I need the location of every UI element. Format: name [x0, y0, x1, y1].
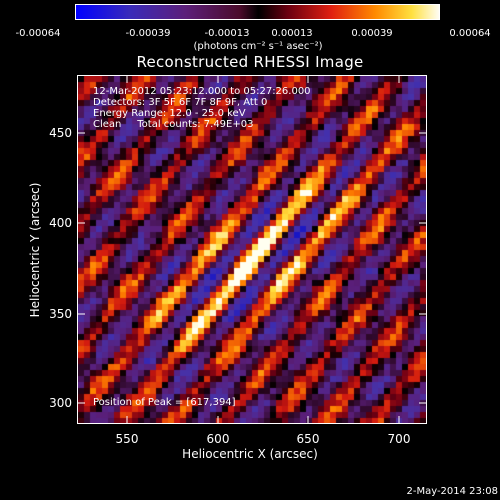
- y-tick-label: 400: [49, 216, 72, 230]
- energy-range-label: Energy Range: 12.0 - 25.0 keV: [93, 108, 246, 119]
- timestamp: 2-May-2014 23:08: [406, 486, 498, 497]
- x-tick-label: 650: [296, 432, 320, 446]
- colorbar-tick-label: 0.00013: [271, 28, 313, 39]
- x-axis-title: Heliocentric X (arcsec): [182, 447, 318, 461]
- colorbar-tick-label: -0.00039: [125, 28, 171, 39]
- peak-position-label: Position of Peak = [617,394]: [93, 397, 236, 408]
- x-tick-label: 700: [387, 432, 411, 446]
- x-tick-label: 550: [115, 432, 139, 446]
- reconstructed-image: [77, 75, 427, 424]
- time-range-label: 12-Mar-2012 05:23:12.000 to 05:27:26.000: [93, 86, 311, 97]
- y-axis-title: Heliocentric Y (arcsec): [28, 182, 42, 318]
- y-tick-label: 350: [49, 307, 72, 321]
- y-tick-label: 300: [49, 396, 72, 410]
- colorbar-units: (photons cm⁻² s⁻¹ asec⁻²): [193, 41, 323, 52]
- clean-counts-label: Clean Total counts: 7.49E+03: [93, 119, 254, 130]
- colorbar-tick-label: -0.00064: [15, 28, 61, 39]
- plot-title: Reconstructed RHESSI Image: [136, 53, 364, 71]
- image-heatmap: [78, 76, 426, 423]
- colorbar-tick-label: -0.00013: [204, 28, 250, 39]
- image-annotations: 12-Mar-2012 05:23:12.000 to 05:27:26.000…: [93, 86, 311, 130]
- colorbar-tick-label: 0.00064: [449, 28, 491, 39]
- colorbar: [75, 4, 440, 20]
- x-tick-label: 600: [206, 432, 230, 446]
- detectors-label: Detectors: 3F 5F 6F 7F 8F 9F, Att 0: [93, 97, 268, 108]
- colorbar-tick-label: 0.00039: [351, 28, 393, 39]
- y-tick-label: 450: [49, 126, 72, 140]
